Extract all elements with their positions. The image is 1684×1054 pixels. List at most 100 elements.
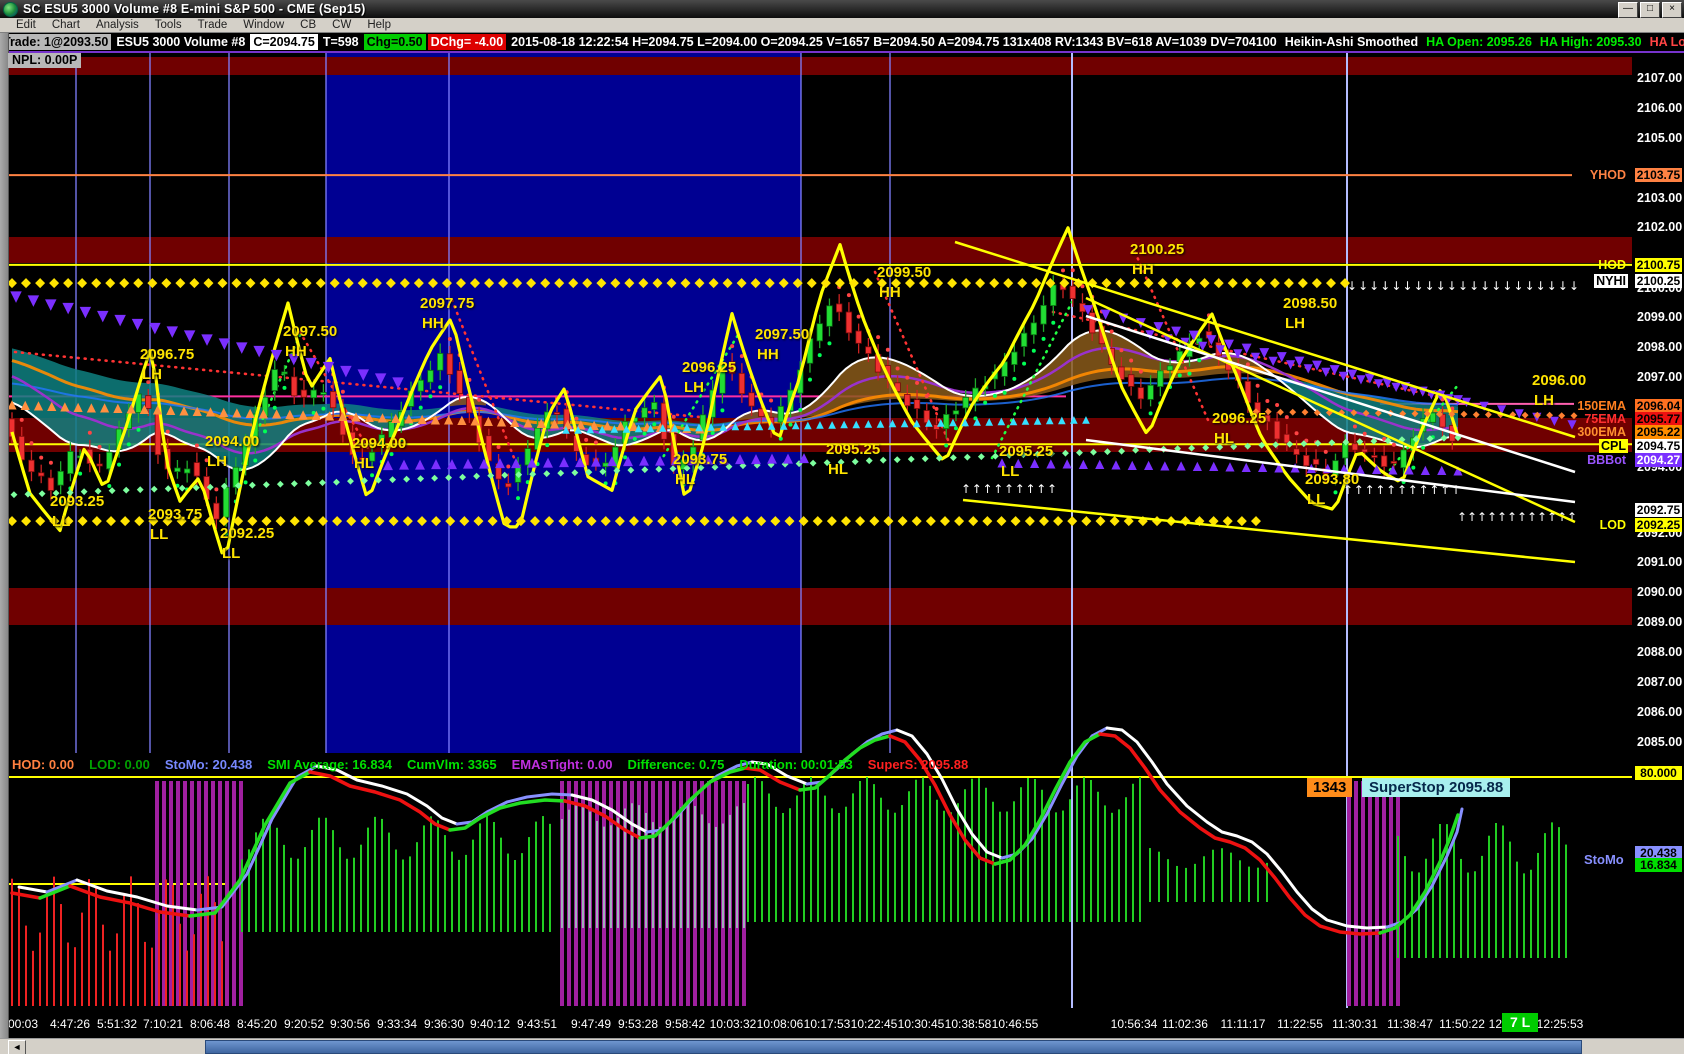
svg-text:▼: ▼ bbox=[166, 322, 178, 340]
svg-text:▲: ▲ bbox=[479, 456, 489, 471]
svg-text:◆: ◆ bbox=[1399, 409, 1406, 419]
svg-text:◆: ◆ bbox=[1342, 437, 1349, 447]
menu-item-help[interactable]: Help bbox=[367, 19, 391, 31]
svg-text:◆: ◆ bbox=[1270, 276, 1280, 291]
scrollbar-thumb[interactable] bbox=[205, 1040, 1582, 1054]
svg-text:◆: ◆ bbox=[35, 276, 45, 291]
menu-item-analysis[interactable]: Analysis bbox=[95, 19, 139, 31]
svg-text:◆: ◆ bbox=[1522, 410, 1529, 420]
svg-text:▼: ▼ bbox=[1330, 363, 1340, 378]
minimize-button[interactable]: — bbox=[1618, 2, 1638, 18]
svg-text:◆: ◆ bbox=[841, 514, 851, 529]
time-label: 9:40:12 bbox=[469, 1017, 511, 1031]
marker-row: ↑ ↑ ↑ ↑ ↑ ↑ ↑ ↑ ↑ ↑ ↑ bbox=[1343, 483, 1461, 497]
menu-item-tools[interactable]: Tools bbox=[154, 19, 182, 31]
svg-text:◆: ◆ bbox=[372, 276, 382, 291]
menu-item-trade[interactable]: Trade bbox=[197, 19, 228, 31]
horizontal-scrollbar[interactable]: ◄ bbox=[0, 1038, 1684, 1054]
svg-text:◆: ◆ bbox=[627, 466, 634, 476]
menu-item-window[interactable]: Window bbox=[243, 19, 285, 31]
svg-text:◆: ◆ bbox=[740, 461, 747, 471]
osc-header-field: Difference: 0.75 bbox=[627, 757, 725, 772]
swing-annotation: 2094.00 HL bbox=[352, 435, 407, 472]
price-level-value-badge: 2092.25 bbox=[1635, 518, 1682, 532]
svg-text:▼: ▼ bbox=[1268, 353, 1278, 367]
svg-text:◆: ◆ bbox=[1350, 408, 1357, 418]
svg-text:◆: ◆ bbox=[810, 458, 817, 468]
svg-text:▼: ▼ bbox=[1153, 320, 1163, 335]
svg-text:◆: ◆ bbox=[742, 514, 752, 529]
svg-text:◆: ◆ bbox=[1384, 436, 1391, 446]
svg-text:◆: ◆ bbox=[347, 477, 354, 487]
time-label: 11:02:36 bbox=[1162, 1017, 1208, 1031]
menu-item-chart[interactable]: Chart bbox=[51, 19, 80, 31]
svg-text:▲: ▲ bbox=[1030, 456, 1040, 470]
time-label: 11:30:31 bbox=[1332, 1017, 1378, 1031]
menu-item-cw[interactable]: CW bbox=[332, 19, 352, 31]
svg-text:◆: ◆ bbox=[246, 276, 256, 291]
scrollbar-left-arrow[interactable]: ◄ bbox=[8, 1040, 26, 1054]
svg-text:◆: ◆ bbox=[249, 481, 256, 491]
svg-text:◆: ◆ bbox=[316, 276, 326, 291]
info-segment: Trade: 1@2093.50 bbox=[0, 34, 112, 50]
svg-text:◆: ◆ bbox=[428, 276, 438, 291]
svg-text:◆: ◆ bbox=[827, 514, 837, 529]
svg-text:▲: ▲ bbox=[404, 411, 414, 425]
svg-text:◆: ◆ bbox=[1265, 407, 1272, 417]
svg-text:◆: ◆ bbox=[1251, 514, 1261, 529]
svg-text:▲: ▲ bbox=[523, 415, 533, 429]
svg-text:▲: ▲ bbox=[961, 417, 969, 428]
svg-text:↑: ↑ bbox=[1567, 510, 1577, 524]
svg-text:▲: ▲ bbox=[985, 416, 993, 427]
svg-text:◆: ◆ bbox=[305, 478, 312, 488]
svg-text:◆: ◆ bbox=[221, 482, 228, 492]
svg-text:◆: ◆ bbox=[936, 453, 943, 463]
time-label: 11:38:47 bbox=[1387, 1017, 1433, 1031]
svg-text:◆: ◆ bbox=[261, 514, 271, 529]
svg-text:▲: ▲ bbox=[1046, 456, 1056, 470]
svg-text:▲: ▲ bbox=[193, 403, 203, 417]
svg-text:↓: ↓ bbox=[1547, 279, 1557, 293]
time-label: 8:45:20 bbox=[236, 1017, 278, 1031]
svg-text:▼: ▼ bbox=[28, 291, 40, 309]
svg-text:◆: ◆ bbox=[1242, 276, 1252, 291]
svg-text:◆: ◆ bbox=[1558, 411, 1565, 421]
svg-text:▼: ▼ bbox=[1224, 337, 1234, 352]
osc-header-field: StoMo: 20.438 bbox=[164, 757, 253, 772]
svg-text:▲: ▲ bbox=[1046, 415, 1054, 426]
svg-text:◆: ◆ bbox=[1326, 276, 1336, 291]
price-tick: 2097.00 bbox=[1637, 370, 1683, 384]
swing-annotation: 2099.50 HH bbox=[877, 264, 932, 301]
menu-item-cb[interactable]: CB bbox=[300, 19, 317, 31]
svg-text:◆: ◆ bbox=[193, 483, 200, 493]
svg-text:◆: ◆ bbox=[1436, 409, 1443, 419]
svg-text:◆: ◆ bbox=[869, 514, 879, 529]
info-segment: HA Open: 2095.26 bbox=[1426, 35, 1532, 49]
svg-text:↑: ↑ bbox=[1517, 510, 1527, 524]
swing-annotation: 2097.50 HH bbox=[755, 326, 810, 363]
price-level-value-badge: 2095.77 bbox=[1635, 412, 1682, 426]
time-axis[interactable]: 00:03 4:47:26 5:51:32 7:10:21 8:06:48 8:45:20… bbox=[0, 1010, 1684, 1038]
maximize-button[interactable]: □ bbox=[1640, 2, 1660, 18]
svg-text:▲: ▲ bbox=[153, 402, 163, 416]
swing-annotation: 2096.75 LH bbox=[140, 346, 195, 383]
menu-item-edit[interactable]: Edit bbox=[16, 19, 36, 31]
svg-text:◆: ◆ bbox=[400, 276, 410, 291]
svg-text:◆: ◆ bbox=[714, 514, 724, 529]
svg-text:◆: ◆ bbox=[1312, 276, 1322, 291]
svg-text:◆: ◆ bbox=[487, 471, 494, 481]
osc-scale-80-badge: 80.000 bbox=[1635, 766, 1682, 780]
window-left-border bbox=[0, 33, 9, 1038]
svg-text:◆: ◆ bbox=[855, 514, 865, 529]
smi-average-value-badge: 16.834 bbox=[1635, 858, 1682, 872]
svg-text:▲: ▲ bbox=[574, 424, 582, 435]
svg-text:◆: ◆ bbox=[1326, 408, 1333, 418]
svg-text:◆: ◆ bbox=[544, 514, 554, 529]
svg-text:▲: ▲ bbox=[973, 417, 981, 428]
close-button[interactable]: × bbox=[1662, 2, 1682, 18]
svg-text:↑: ↑ bbox=[993, 482, 1003, 496]
title-bar[interactable]: SC ESU5 3000 Volume #8 E-mini S&P 500 - … bbox=[0, 0, 1684, 18]
price-tick: 2102.00 bbox=[1637, 220, 1683, 234]
svg-text:◆: ◆ bbox=[445, 514, 455, 529]
